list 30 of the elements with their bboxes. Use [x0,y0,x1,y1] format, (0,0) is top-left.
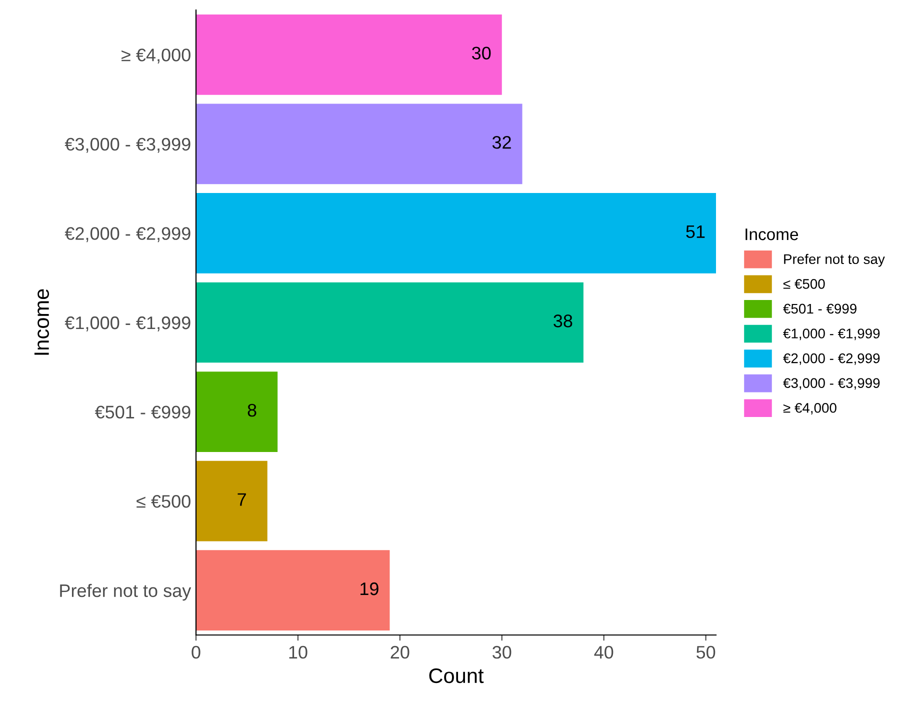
x-tick-label: 0 [192,646,200,659]
legend-label: ≤ €500 [783,279,825,289]
legend-label: €2,000 - €2,999 [783,353,880,365]
y-tick-label: ≥ €4,000 [122,48,190,64]
legend-label: €501 - €999 [783,304,856,314]
x-tick-label: 30 [492,646,512,659]
data-label: 51 [686,225,705,238]
y-tick-label: €2,000 - €2,999 [64,227,190,242]
y-tick-label: Prefer not to say [60,584,192,601]
x-tick-label: 40 [594,646,614,659]
data-label: 30 [472,46,491,60]
legend-title: Income [746,228,798,240]
y-tick-label: €3,000 - €3,999 [64,138,190,153]
data-label: 19 [360,582,378,596]
data-label: 7 [238,493,246,506]
legend-label: €3,000 - €3,999 [783,378,880,390]
legend-label: ≥ €4,000 [783,402,836,414]
y-tick-label: €1,000 - €1,999 [64,316,190,332]
legend-label: €1,000 - €1,999 [783,328,880,340]
x-tick-label: 10 [289,646,308,659]
x-tick-label: 20 [390,646,410,659]
data-label: 32 [492,136,511,149]
legend-label: Prefer not to say [784,254,885,267]
y-tick-label: ≤ €500 [136,495,190,508]
data-label: 8 [248,404,256,417]
y-axis-title: Income [34,289,50,355]
data-label: 38 [554,314,572,328]
x-axis-title: Count [429,668,484,684]
x-tick-label: 50 [696,646,716,659]
y-tick-label: €501 - €999 [94,406,190,419]
